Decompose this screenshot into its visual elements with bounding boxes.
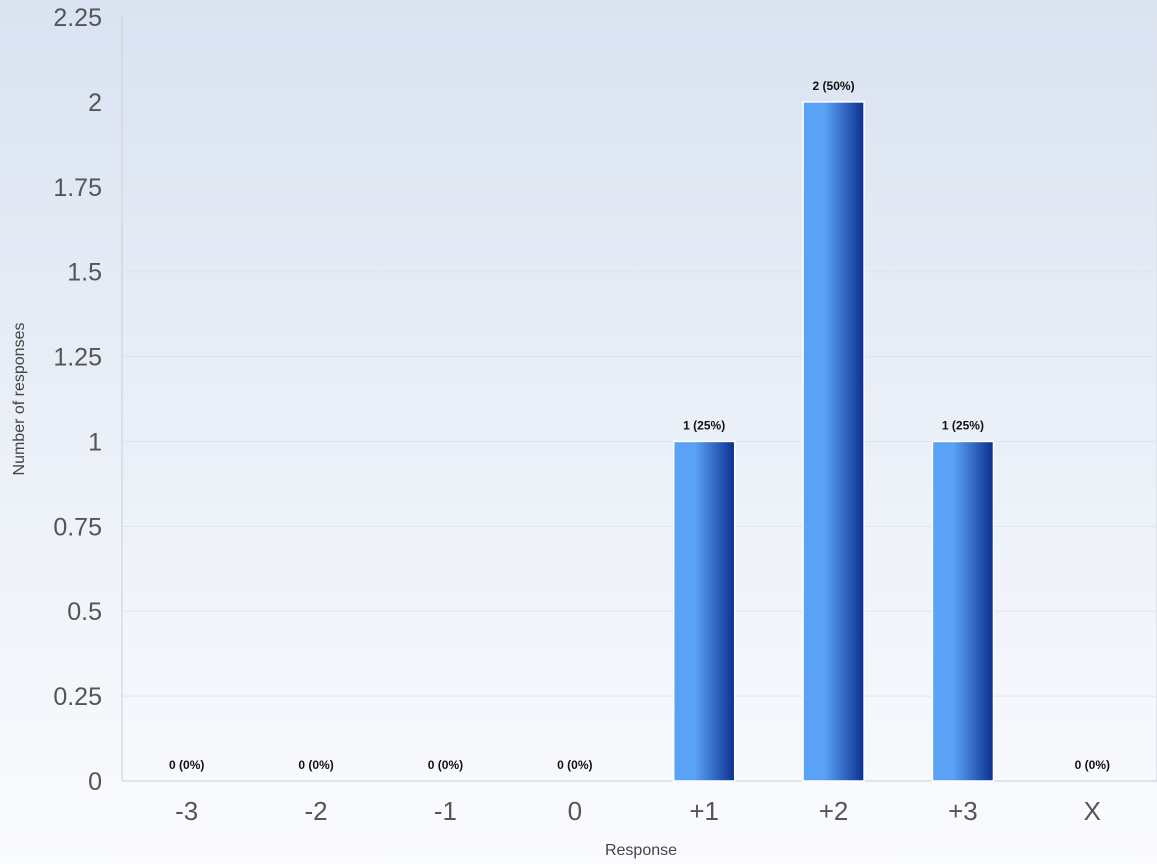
data-label: 0 (0%) (428, 758, 463, 772)
data-label: 0 (0%) (298, 758, 333, 772)
y-axis-title: Number of responses (11, 323, 28, 476)
data-label: 0 (0%) (557, 758, 592, 772)
x-tick-label: 0 (568, 796, 582, 826)
y-tick-label: 0.25 (53, 683, 102, 711)
bar (931, 440, 995, 782)
y-tick-label: 1.75 (53, 174, 102, 202)
y-tick-label: 2 (88, 89, 102, 117)
y-tick-label: 2.25 (53, 4, 102, 32)
gridlines (122, 16, 1157, 781)
data-label: 1 (25%) (942, 418, 984, 432)
x-tick-label: +3 (948, 796, 978, 826)
data-labels: 0 (0%) 0 (0%) 0 (0%) 0 (0%) 1 (25%) 2 (50%) 1 … (169, 79, 1110, 772)
y-tick-label: 1.5 (67, 259, 102, 287)
data-label: 1 (25%) (683, 418, 725, 432)
x-tick-label: -3 (175, 796, 198, 826)
axes (121, 17, 1157, 782)
bars (672, 101, 995, 782)
x-axis-title: Response (605, 842, 677, 859)
y-tick-label: 1.25 (53, 344, 102, 372)
x-tick-label: X (1084, 796, 1101, 826)
x-tick-label: -2 (305, 796, 328, 826)
data-label: 0 (0%) (1075, 758, 1110, 772)
x-tick-labels: -3 -2 -1 0 +1 +2 +3 X (175, 796, 1101, 826)
y-tick-label: 0.75 (53, 513, 102, 541)
data-label: 0 (0%) (169, 758, 204, 772)
y-tick-label: 0 (88, 768, 102, 796)
x-tick-label: -1 (434, 796, 457, 826)
y-tick-label: 0.5 (67, 598, 102, 626)
x-tick-label: +2 (819, 796, 849, 826)
data-label: 2 (50%) (813, 79, 855, 93)
y-tick-labels: 0 0.25 0.5 0.75 1 1.25 1.5 1.75 2 2.25 (53, 4, 102, 796)
y-tick-label: 1 (88, 428, 102, 456)
bar (672, 440, 736, 782)
bar (802, 101, 865, 782)
x-tick-label: +1 (689, 796, 719, 826)
